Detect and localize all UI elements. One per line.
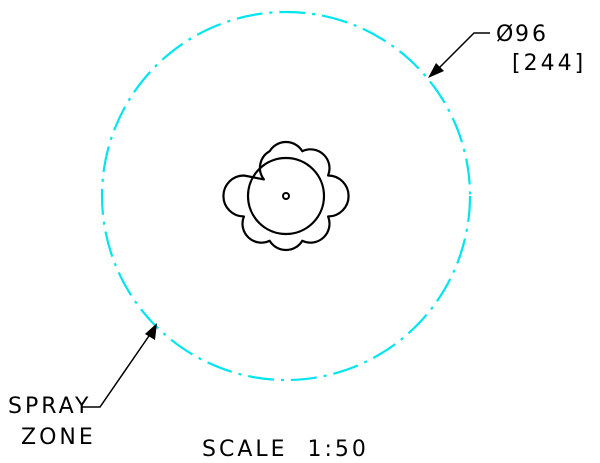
diameter-leader [428, 32, 490, 78]
center-point [282, 192, 290, 200]
spray-zone-label-line1: SPRAY [8, 394, 91, 419]
spray-zone-arrowhead [145, 323, 157, 340]
diameter-alternate-units: [244] [512, 51, 586, 76]
diameter-symbol: Ø [496, 22, 516, 47]
spray-zone-circle [100, 10, 472, 382]
spray-zone-leader [82, 323, 157, 408]
spray-zone-label-line2: ZONE [21, 425, 96, 450]
scale-label: SCALE 1:50 [202, 437, 369, 462]
diameter-value: 96 [515, 22, 549, 47]
sprinkler-head-outline [222, 140, 350, 252]
sprinkler-head-inner-circle [246, 156, 326, 236]
diameter-arrowhead [428, 63, 444, 78]
